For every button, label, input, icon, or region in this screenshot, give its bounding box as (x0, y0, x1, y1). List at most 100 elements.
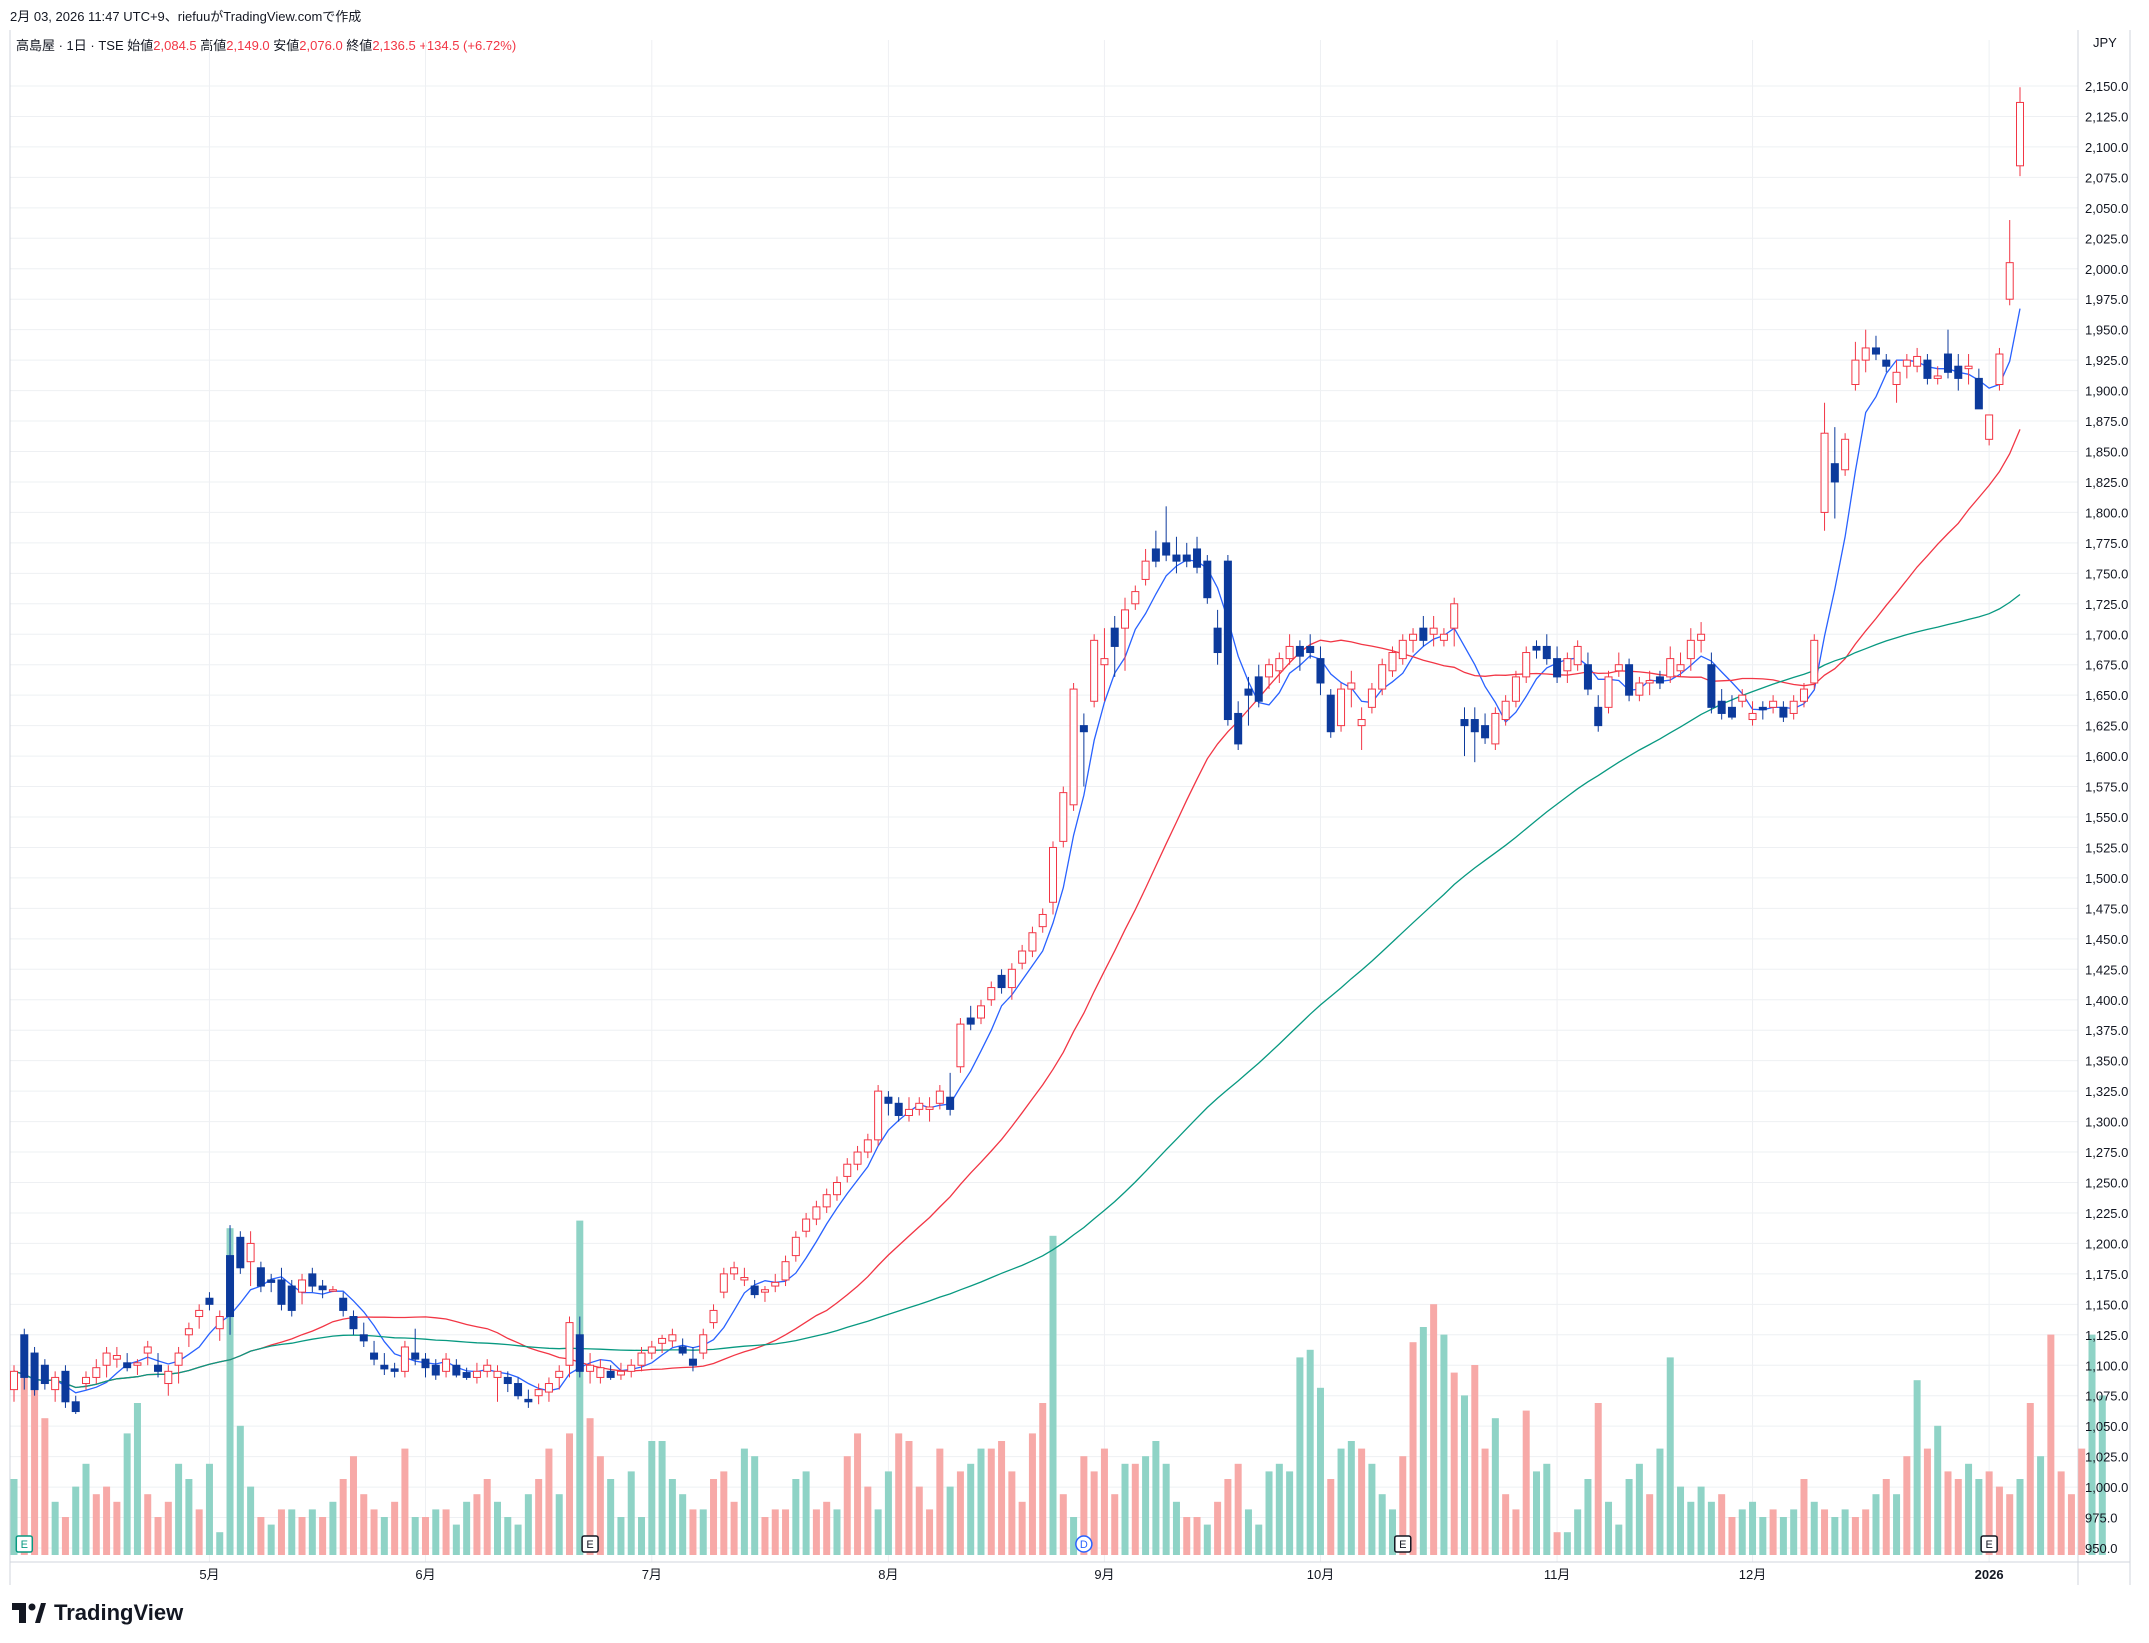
candle[interactable] (781, 1255, 790, 1287)
candle[interactable] (1193, 536, 1202, 574)
candle[interactable] (1450, 597, 1459, 647)
candle[interactable] (1810, 634, 1819, 690)
candle[interactable] (1285, 634, 1294, 665)
candle[interactable] (627, 1359, 636, 1378)
candle[interactable] (1830, 427, 1839, 519)
candle[interactable] (1583, 652, 1592, 696)
candle[interactable] (431, 1359, 440, 1380)
candle[interactable] (298, 1273, 307, 1305)
candle[interactable] (586, 1353, 595, 1384)
tradingview-logo[interactable]: TradingView (12, 1600, 183, 1626)
candle[interactable] (688, 1346, 697, 1372)
candle[interactable] (30, 1346, 39, 1396)
candle[interactable] (1409, 628, 1418, 653)
candle[interactable] (421, 1353, 430, 1378)
candle[interactable] (472, 1362, 481, 1384)
candle[interactable] (411, 1328, 420, 1366)
candle[interactable] (328, 1286, 337, 1293)
candle[interactable] (123, 1353, 132, 1372)
symbol-label[interactable]: 高島屋 · 1日 · TSE (16, 38, 124, 53)
candle[interactable] (904, 1097, 913, 1122)
candle[interactable] (1028, 926, 1037, 958)
candle[interactable] (987, 981, 996, 1006)
candle[interactable] (1861, 329, 1870, 373)
candle[interactable] (1655, 670, 1664, 690)
candle[interactable] (596, 1359, 605, 1384)
candle[interactable] (1316, 646, 1325, 696)
candle[interactable] (1779, 701, 1788, 722)
candle[interactable] (771, 1273, 780, 1293)
candle[interactable] (1069, 682, 1078, 811)
candle[interactable] (1100, 628, 1109, 702)
candle[interactable] (442, 1353, 451, 1378)
candle[interactable] (1244, 676, 1253, 726)
candle[interactable] (976, 999, 985, 1025)
candle[interactable] (112, 1346, 121, 1368)
candle[interactable] (1131, 585, 1140, 610)
candle[interactable] (1954, 354, 1963, 391)
candle[interactable] (154, 1353, 163, 1378)
candle[interactable] (1532, 640, 1541, 659)
candle[interactable] (1121, 597, 1130, 671)
price-axis[interactable]: 2,150.0 2,125.0 2,100.0 2,075.0 2,050.0 2,025… (2085, 79, 2128, 1556)
candle[interactable] (503, 1371, 512, 1393)
candle[interactable] (1275, 652, 1284, 683)
candle[interactable] (1151, 530, 1160, 568)
candle[interactable] (1223, 555, 1232, 726)
candle[interactable] (1367, 682, 1376, 714)
candle[interactable] (1079, 713, 1088, 787)
candle[interactable] (1697, 622, 1706, 653)
candle[interactable] (390, 1362, 399, 1378)
candle[interactable] (658, 1334, 667, 1354)
candle[interactable] (1470, 707, 1479, 763)
candle[interactable] (1820, 402, 1829, 531)
candle[interactable] (1038, 908, 1047, 933)
candle[interactable] (637, 1346, 646, 1372)
candle[interactable] (514, 1377, 523, 1400)
candle[interactable] (40, 1359, 49, 1390)
candle[interactable] (1686, 628, 1695, 671)
candle[interactable] (195, 1304, 204, 1329)
event-marker-earnings[interactable]: E (15, 1535, 34, 1553)
candle[interactable] (1635, 676, 1644, 702)
candle[interactable] (1666, 646, 1675, 683)
candle[interactable] (1851, 341, 1860, 391)
candle[interactable] (92, 1359, 101, 1384)
candle[interactable] (400, 1340, 409, 1378)
candle[interactable] (1501, 695, 1510, 726)
candle[interactable] (935, 1085, 944, 1110)
candle[interactable] (1913, 347, 1922, 373)
candle[interactable] (215, 1310, 224, 1341)
candle[interactable] (277, 1267, 286, 1311)
candle[interactable] (184, 1322, 193, 1347)
candle[interactable] (1511, 670, 1520, 708)
candle[interactable] (699, 1328, 708, 1360)
candle[interactable] (226, 1225, 235, 1335)
candle[interactable] (1933, 366, 1942, 385)
candle[interactable] (802, 1212, 811, 1238)
candle[interactable] (853, 1145, 862, 1171)
candle[interactable] (1758, 701, 1767, 720)
candle[interactable] (1265, 658, 1274, 690)
candle[interactable] (750, 1279, 759, 1299)
candle[interactable] (246, 1231, 255, 1287)
candle[interactable] (791, 1231, 800, 1262)
candle[interactable] (1007, 963, 1016, 1000)
candle[interactable] (874, 1085, 883, 1146)
candle[interactable] (1769, 695, 1778, 714)
candle[interactable] (863, 1133, 872, 1159)
candle[interactable] (1522, 646, 1531, 683)
candle[interactable] (966, 1005, 975, 1031)
candle[interactable] (1162, 506, 1171, 562)
candle[interactable] (1306, 634, 1315, 659)
candle[interactable] (1542, 634, 1551, 665)
candle[interactable] (1234, 701, 1243, 750)
candle[interactable] (1882, 354, 1891, 373)
candle[interactable] (555, 1365, 564, 1390)
candle[interactable] (82, 1371, 91, 1390)
candle[interactable] (1110, 615, 1119, 677)
candle[interactable] (1563, 652, 1572, 683)
event-marker-earnings[interactable]: E (1394, 1535, 1412, 1553)
candle[interactable] (1357, 707, 1366, 750)
